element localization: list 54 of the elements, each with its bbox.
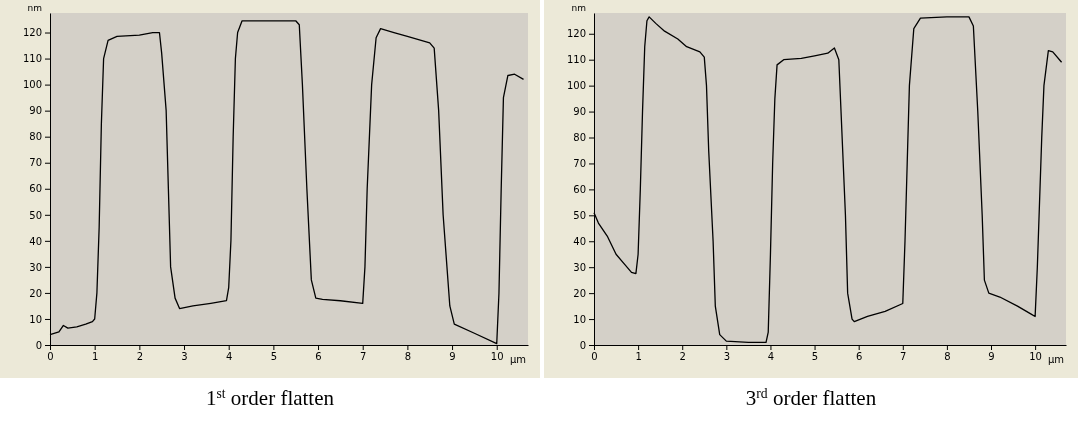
x-tick-label: 4 (226, 351, 233, 363)
y-tick-label: 70 (573, 158, 586, 170)
x-tick-label: 0 (591, 351, 598, 363)
x-tick-label: 7 (900, 351, 907, 363)
text: 1$^{st}$ order flatten (205, 385, 335, 410)
x-tick-label: 2 (136, 351, 144, 363)
y-tick-label: 10 (29, 313, 42, 325)
x-tick-label: 5 (270, 351, 278, 363)
x-tick-label: 3 (723, 351, 731, 363)
y-tick-label: 60 (573, 184, 586, 196)
x-tick-label: 1 (91, 351, 99, 363)
x-tick-label: 10 (1029, 351, 1042, 363)
x-tick-label: 2 (679, 351, 686, 363)
x-axis-title: μm (1047, 354, 1064, 365)
y-tick-label: 120 (22, 27, 42, 39)
y-tick-label: 50 (29, 209, 42, 221)
x-tick-label: 9 (988, 351, 995, 363)
y-tick-label: 90 (573, 106, 586, 118)
x-tick-label: 10 (490, 351, 504, 363)
y-tick-label: 10 (573, 313, 586, 325)
y-tick-label: 0 (35, 339, 42, 351)
x-tick-label: 1 (635, 351, 642, 363)
y-tick-label: 100 (566, 80, 586, 92)
x-tick-label: 3 (181, 351, 188, 363)
y-tick-label: 0 (579, 339, 586, 351)
y-tick-label: 120 (566, 28, 586, 40)
y-axis-title: nm (571, 3, 586, 13)
y-tick-label: 20 (29, 287, 42, 299)
y-tick-label: 20 (573, 287, 586, 299)
x-tick-label: 4 (767, 351, 775, 363)
x-tick-label: 6 (855, 351, 863, 363)
x-tick-label: 5 (811, 351, 819, 363)
y-tick-label: 40 (573, 235, 586, 247)
y-tick-label: 40 (29, 235, 42, 247)
y-tick-label: 110 (22, 53, 42, 65)
x-tick-label: 8 (944, 351, 951, 363)
y-tick-label: 80 (573, 132, 586, 144)
text: 3$^{rd}$ order flatten (745, 385, 877, 410)
x-tick-label: 7 (360, 351, 367, 363)
y-tick-label: 100 (22, 79, 42, 91)
y-tick-label: 30 (29, 261, 42, 273)
y-tick-label: 60 (29, 183, 42, 195)
x-axis-title: μm (509, 354, 526, 365)
y-tick-label: 70 (29, 157, 42, 169)
y-tick-label: 50 (573, 210, 586, 222)
y-tick-label: 80 (29, 131, 42, 143)
x-tick-label: 0 (47, 351, 54, 363)
x-tick-label: 9 (449, 351, 456, 363)
y-tick-label: 110 (566, 54, 586, 66)
y-axis-title: nm (27, 3, 42, 13)
y-tick-label: 30 (573, 261, 586, 273)
y-tick-label: 90 (29, 105, 42, 117)
x-tick-label: 6 (315, 351, 322, 363)
x-tick-label: 8 (404, 351, 412, 363)
